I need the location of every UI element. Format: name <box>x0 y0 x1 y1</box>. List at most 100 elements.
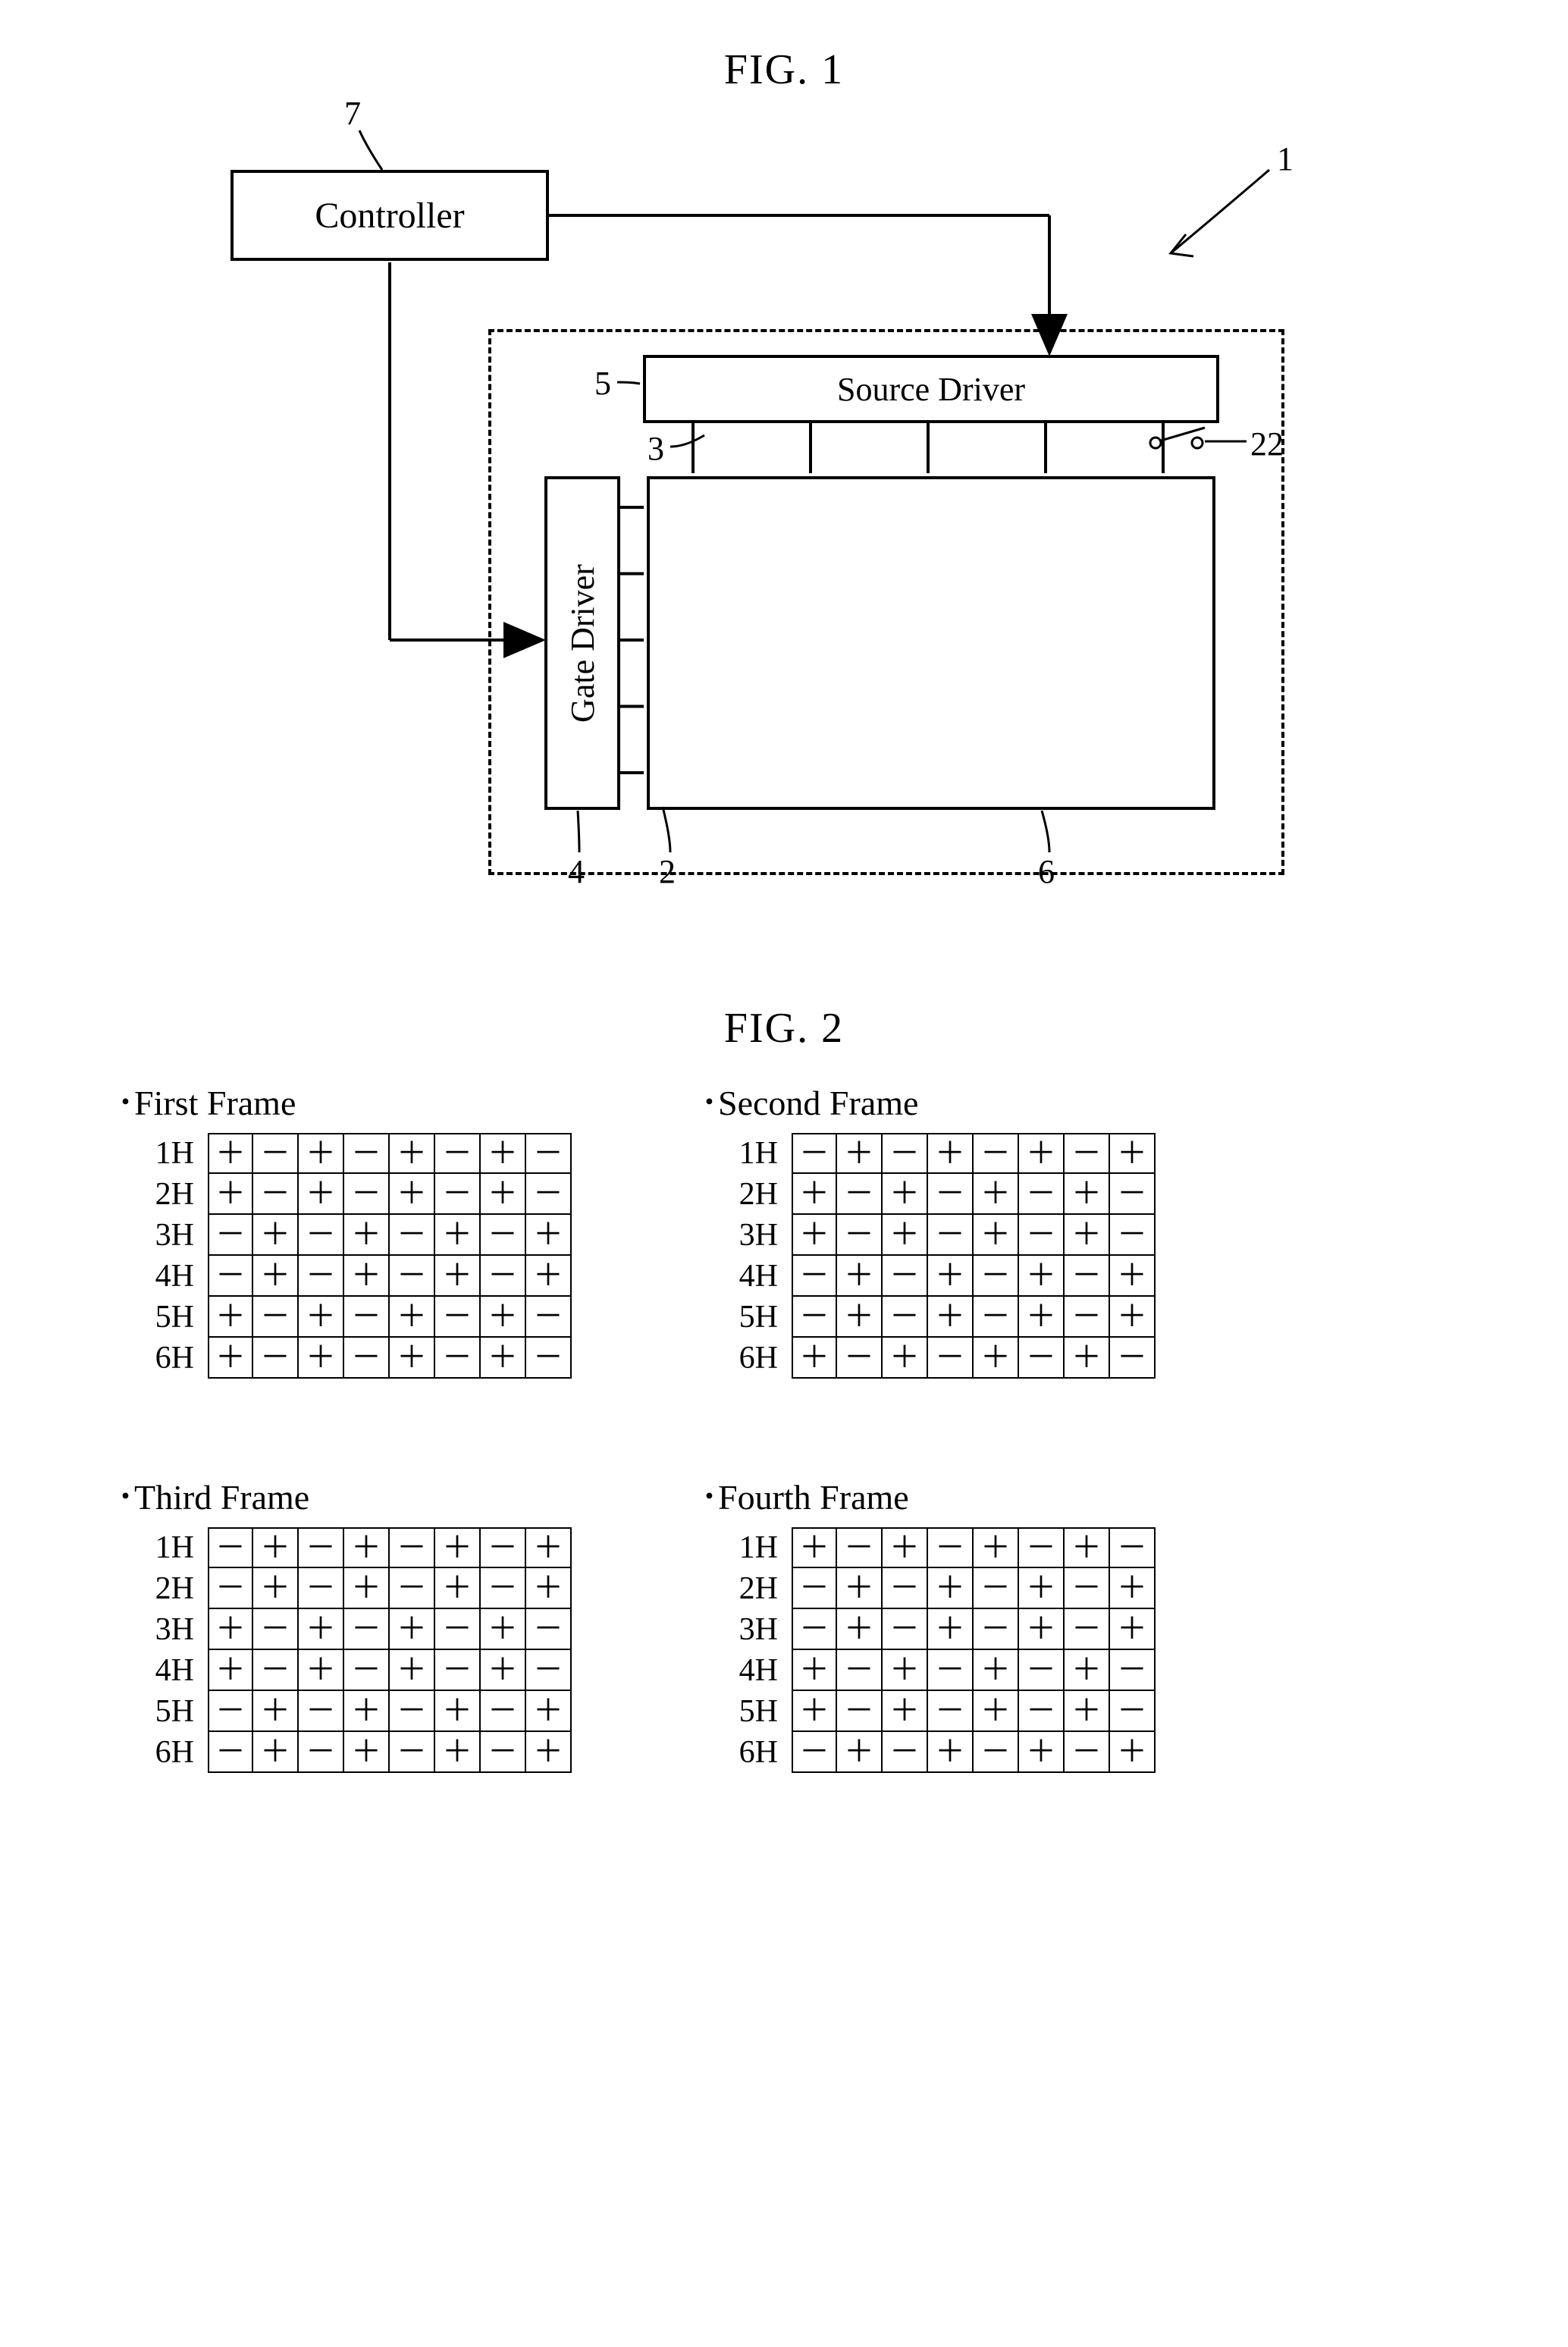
source-driver-label: Source Driver <box>837 370 1025 409</box>
table-row: 6H＋－＋－＋－＋－ <box>723 1338 1156 1379</box>
ref-5: 5 <box>594 364 611 403</box>
row-label: 6H <box>140 1340 208 1376</box>
row-label: 2H <box>723 1570 792 1607</box>
polarity-cell: ＋ <box>208 1650 253 1691</box>
polarity-cell: ＋ <box>208 1174 253 1215</box>
polarity-cell: ＋ <box>344 1691 390 1732</box>
polarity-cell: － <box>390 1215 435 1256</box>
polarity-cell: － <box>837 1338 883 1379</box>
row-label: 3H <box>140 1217 208 1254</box>
polarity-cell: ＋ <box>1019 1133 1065 1174</box>
polarity-cell: ＋ <box>299 1174 344 1215</box>
polarity-cell: ＋ <box>974 1215 1019 1256</box>
row-label: 3H <box>723 1217 792 1254</box>
controller-block: Controller <box>230 170 549 261</box>
polarity-cell: ＋ <box>974 1174 1019 1215</box>
polarity-cell: － <box>1019 1174 1065 1215</box>
polarity-cell: － <box>253 1297 299 1338</box>
polarity-cell: － <box>928 1691 974 1732</box>
polarity-cell: ＋ <box>390 1133 435 1174</box>
polarity-cell: ＋ <box>299 1650 344 1691</box>
polarity-cell: ＋ <box>1065 1338 1110 1379</box>
table-row: 5H－＋－＋－＋－＋ <box>723 1297 1156 1338</box>
polarity-cell: ＋ <box>299 1133 344 1174</box>
polarity-cell: － <box>792 1297 837 1338</box>
polarity-cell: － <box>1019 1338 1065 1379</box>
frame-table: 1H＋－＋－＋－＋－2H＋－＋－＋－＋－3H－＋－＋－＋－＋4H－＋－＋－＋－＋… <box>140 1133 572 1379</box>
polarity-cell: ＋ <box>837 1256 883 1297</box>
polarity-cell: ＋ <box>837 1133 883 1174</box>
controller-label: Controller <box>315 195 464 237</box>
polarity-cell: ＋ <box>481 1338 526 1379</box>
polarity-cell: ＋ <box>435 1256 481 1297</box>
row-label: 2H <box>140 1176 208 1213</box>
frame-3: ･Third Frame1H－＋－＋－＋－＋2H－＋－＋－＋－＋3H＋－＋－＋－… <box>140 1470 572 1773</box>
frame-table: 1H－＋－＋－＋－＋2H－＋－＋－＋－＋3H＋－＋－＋－＋－4H＋－＋－＋－＋－… <box>140 1527 572 1773</box>
polarity-cell: ＋ <box>928 1732 974 1773</box>
table-row: 2H＋－＋－＋－＋－ <box>723 1174 1156 1215</box>
polarity-cell: ＋ <box>435 1732 481 1773</box>
polarity-cell: ＋ <box>883 1691 928 1732</box>
polarity-cell: ＋ <box>390 1297 435 1338</box>
polarity-cell: － <box>526 1609 572 1650</box>
polarity-cell: － <box>1019 1527 1065 1568</box>
polarity-cell: － <box>974 1732 1019 1773</box>
row-label: 1H <box>140 1135 208 1172</box>
polarity-cell: － <box>792 1732 837 1773</box>
row-label: 4H <box>723 1652 792 1689</box>
display-module-dashed: Source Driver Gate Driver <box>488 329 1284 875</box>
polarity-cell: ＋ <box>344 1215 390 1256</box>
polarity-cell: ＋ <box>253 1527 299 1568</box>
fig2-diagram: ･First Frame1H＋－＋－＋－＋－2H＋－＋－＋－＋－3H－＋－＋－＋… <box>64 1075 1504 1773</box>
polarity-cell: － <box>883 1568 928 1609</box>
polarity-cell: ＋ <box>481 1133 526 1174</box>
polarity-cell: ＋ <box>390 1650 435 1691</box>
polarity-cell: ＋ <box>1065 1691 1110 1732</box>
polarity-cell: － <box>481 1732 526 1773</box>
frame-title: ･Third Frame <box>117 1470 572 1520</box>
polarity-cell: － <box>481 1691 526 1732</box>
ref-1: 1 <box>1277 140 1294 178</box>
polarity-cell: － <box>526 1338 572 1379</box>
polarity-cell: － <box>208 1256 253 1297</box>
polarity-cell: － <box>390 1527 435 1568</box>
polarity-cell: － <box>928 1338 974 1379</box>
polarity-cell: － <box>928 1215 974 1256</box>
polarity-cell: － <box>1019 1691 1065 1732</box>
polarity-cell: ＋ <box>883 1338 928 1379</box>
polarity-cell: ＋ <box>1110 1297 1156 1338</box>
polarity-cell: － <box>1065 1732 1110 1773</box>
polarity-cell: － <box>1110 1174 1156 1215</box>
polarity-cell: ＋ <box>1019 1609 1065 1650</box>
frames-row-2: ･Third Frame1H－＋－＋－＋－＋2H－＋－＋－＋－＋3H＋－＋－＋－… <box>140 1470 1504 1773</box>
polarity-cell: ＋ <box>344 1527 390 1568</box>
row-label: 4H <box>140 1652 208 1689</box>
table-row: 4H－＋－＋－＋－＋ <box>723 1256 1156 1297</box>
ref-22: 22 <box>1250 425 1284 463</box>
polarity-cell: － <box>435 1650 481 1691</box>
frame-table: 1H－＋－＋－＋－＋2H＋－＋－＋－＋－3H＋－＋－＋－＋－4H－＋－＋－＋－＋… <box>723 1133 1156 1379</box>
polarity-cell: ＋ <box>1019 1297 1065 1338</box>
polarity-cell: － <box>481 1256 526 1297</box>
polarity-cell: ＋ <box>1019 1732 1065 1773</box>
polarity-cell: ＋ <box>253 1568 299 1609</box>
polarity-cell: ＋ <box>1065 1527 1110 1568</box>
row-label: 5H <box>723 1693 792 1730</box>
polarity-cell: ＋ <box>253 1732 299 1773</box>
ref-4: 4 <box>568 852 585 891</box>
polarity-cell: － <box>1110 1338 1156 1379</box>
polarity-cell: ＋ <box>928 1133 974 1174</box>
fig1-title: FIG. 1 <box>61 45 1507 94</box>
polarity-cell: － <box>344 1297 390 1338</box>
polarity-cell: ＋ <box>526 1215 572 1256</box>
polarity-cell: － <box>883 1297 928 1338</box>
polarity-cell: ＋ <box>1110 1732 1156 1773</box>
polarity-cell: － <box>253 1338 299 1379</box>
frame-title: ･First Frame <box>117 1075 572 1125</box>
polarity-cell: ＋ <box>1019 1256 1065 1297</box>
polarity-cell: ＋ <box>526 1568 572 1609</box>
table-row: 6H－＋－＋－＋－＋ <box>140 1732 572 1773</box>
polarity-cell: － <box>526 1133 572 1174</box>
polarity-cell: － <box>253 1174 299 1215</box>
polarity-cell: ＋ <box>792 1691 837 1732</box>
